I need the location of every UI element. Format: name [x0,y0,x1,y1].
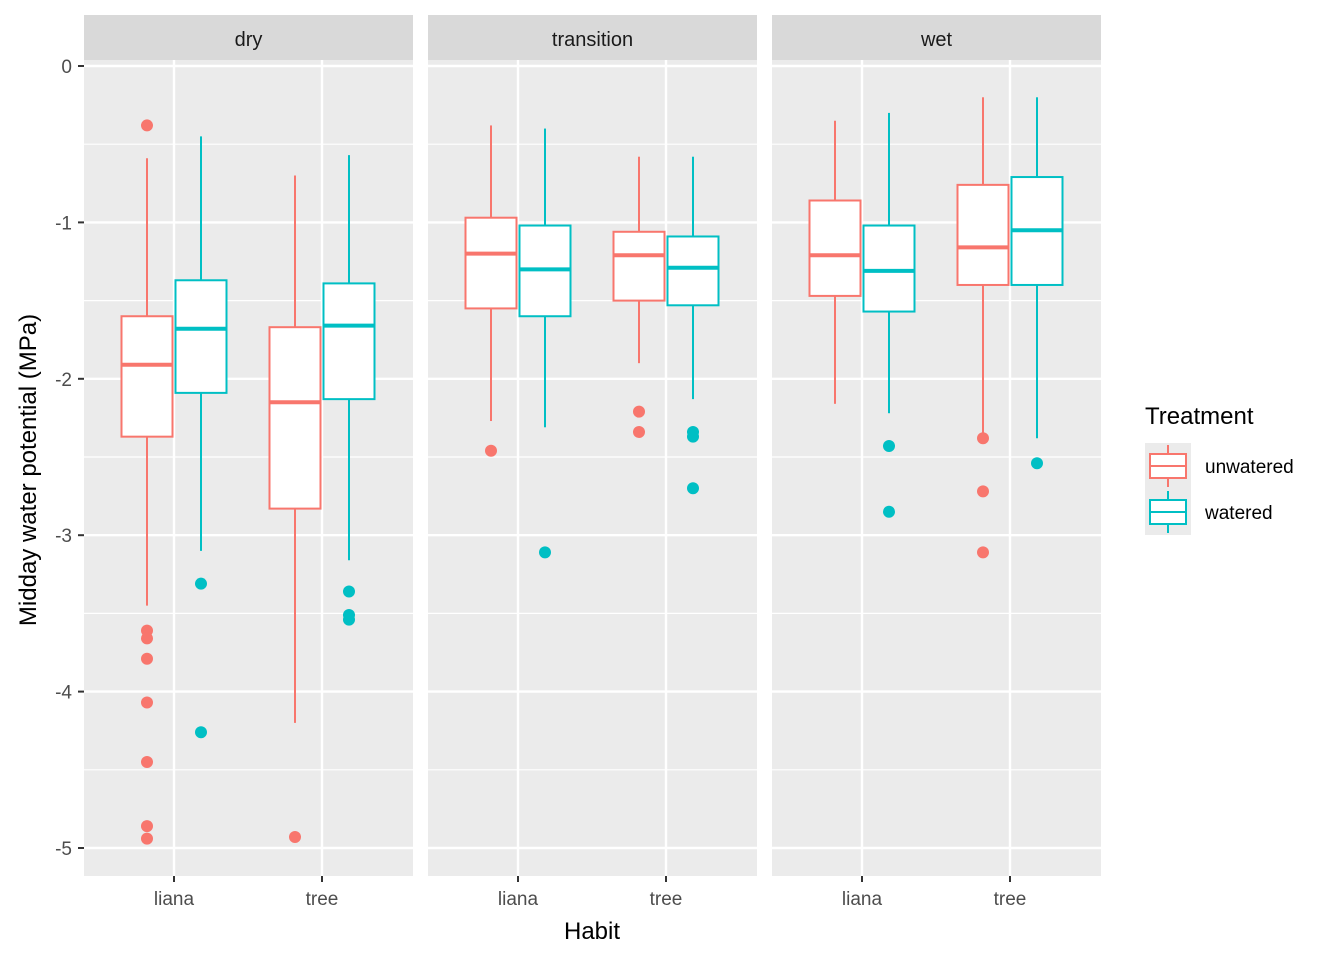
y-tick-label: -4 [55,683,72,704]
box-tree-unwatered [268,175,322,844]
facet-dry: dry liana tree [84,15,413,910]
box-tree-watered [666,156,720,495]
box-liana-unwatered [120,119,174,845]
outlier-point [687,482,699,495]
outlier-point [141,632,153,645]
outlier-point [141,832,153,845]
outlier-point [977,432,989,445]
iqr-box [268,326,322,510]
outlier-point [883,505,895,518]
x-tick-label: tree [994,889,1027,910]
outlier-point [141,696,153,709]
outlier-point [633,405,645,418]
facet-strip [772,15,1101,60]
iqr-box [174,279,228,394]
legend-item-watered: watered [1149,491,1273,533]
x-axis-title: Habit [564,918,620,945]
y-axis-title: Midday water potential (MPa) [15,314,42,626]
box-tree-watered [322,155,376,626]
legend: Treatment unwatered watered [1145,403,1294,535]
x-tick-label: liana [842,889,883,910]
iqr-box [464,216,518,310]
outlier-point [289,831,301,844]
box-liana-watered [518,128,572,559]
outlier-point [539,546,551,559]
box-liana-watered [174,136,228,739]
iqr-box [666,235,720,307]
legend-label: watered [1204,503,1273,524]
facet-wet: wet liana tree [772,15,1101,910]
facet-label: dry [235,29,263,51]
outlier-point [141,755,153,768]
facet-strip [84,15,413,60]
iqr-box [120,315,174,438]
outlier-point [883,440,895,453]
iqr-box [612,230,666,302]
outlier-point [977,546,989,559]
outlier-point [633,425,645,438]
x-tick-label: tree [650,889,683,910]
y-tick-label: -5 [55,839,72,860]
outlier-point [141,820,153,833]
box-tree-unwatered [956,97,1010,559]
x-tick-label: liana [154,889,195,910]
facet-label: wet [920,29,953,51]
outlier-point [977,485,989,498]
iqr-box [956,183,1010,286]
legend-key-icon [1149,445,1187,487]
legend-key-icon [1149,491,1187,533]
box-liana-watered [862,112,916,518]
outlier-point [141,119,153,132]
panel-background [84,60,413,876]
box-liana-unwatered [464,125,518,457]
panel-background [428,60,757,876]
facet-label: transition [552,29,633,51]
outlier-point [485,444,497,457]
outlier-point [141,652,153,665]
facet-strip [428,15,757,60]
y-tick-label: -1 [55,213,72,234]
iqr-box [808,199,862,297]
outlier-point [195,577,207,590]
box-tree-unwatered [612,156,666,438]
y-tick-label: -3 [55,526,72,547]
y-axis: 0 -1 -2 -3 -4 -5 [55,57,84,860]
outlier-point [343,613,355,626]
outlier-point [195,726,207,739]
outlier-point [1031,457,1043,470]
iqr-box [322,282,376,401]
box-tree-watered [1010,97,1064,470]
legend-item-unwatered: unwatered [1149,445,1294,487]
y-tick-label: -2 [55,370,72,391]
x-tick-label: tree [306,889,339,910]
outlier-point [687,430,699,443]
y-tick-label: 0 [61,57,72,78]
legend-label: unwatered [1205,457,1294,478]
facet-transition: transition liana tree [428,15,757,910]
iqr-box [862,224,916,313]
box-liana-unwatered [808,120,862,404]
outlier-point [343,585,355,598]
x-tick-label: liana [498,889,539,910]
legend-title: Treatment [1145,403,1254,430]
